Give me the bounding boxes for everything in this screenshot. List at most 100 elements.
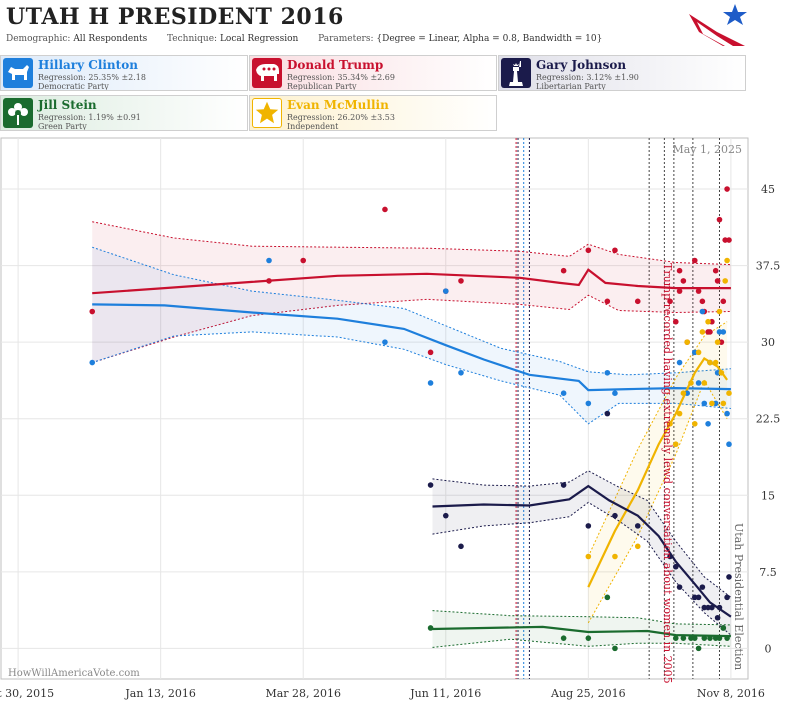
poll-point [720,400,727,407]
polling-chart: 45 37.5 30 22.5 15 7.5 0 Oct 30, 2015 Jan 13, 20… [0,137,781,700]
candidate-party: Libertarian Party [536,82,606,91]
poll-point [701,400,708,407]
poll-point [604,298,611,305]
candidate-card-stein[interactable]: Jill Stein Regression: 1.19% ±0.91 Green… [0,95,248,131]
x-tick-label: Jun 11, 2016 [409,687,481,700]
poll-point [724,186,730,192]
candidate-card-clinton[interactable]: Hillary Clinton Regression: 25.35% ±2.18… [0,55,248,91]
poll-point [699,298,706,305]
trend-line [92,268,731,295]
donkey-icon [3,58,33,88]
poll-point [699,584,706,590]
elephant-icon [252,58,282,88]
statue-of-liberty-icon [501,58,531,88]
poll-point [604,594,611,601]
poll-point [672,318,679,325]
poll-point [707,329,713,335]
poll-point [442,288,449,294]
poll-point [458,369,464,376]
trend-line [432,484,732,618]
star-icon [252,98,282,128]
poll-point [724,635,730,641]
upper-bound-line [432,610,731,626]
poll-point [712,267,719,274]
poll-point [585,523,592,529]
poll-point [684,339,690,345]
poll-point [699,308,706,315]
poll-point [712,359,719,366]
confidence-band [432,610,731,648]
site-logo-icon[interactable] [683,2,751,48]
confidence-band [432,470,731,636]
poll-point [89,359,96,366]
poll-point [560,267,567,274]
candidate-name: Donald Trump [287,58,384,72]
poll-point [676,359,683,366]
poll-point [691,635,698,641]
poll-point [701,635,708,641]
poll-point [726,441,732,448]
poll-point [705,421,711,427]
poll-point [709,400,715,407]
parameters-value: {Degree = Linear, Alpha = 0.8, Bandwidth… [376,34,603,44]
demographic-value: All Respondents [73,34,148,44]
trend-line [92,303,731,392]
candidate-regression: Regression: 3.12% ±1.90 [536,73,639,82]
poll-point [714,339,721,345]
poll-point [688,380,694,386]
poll-point [716,635,723,641]
event-label: Trump recorded having extremely lewd con… [661,263,674,684]
poll-point [676,267,683,274]
poll-point [442,512,449,519]
candidate-name: Evan McMullin [287,98,389,112]
x-tick-label: Mar 28, 2016 [265,687,341,700]
poll-point [726,574,732,580]
poll-point [89,308,96,315]
poll-point [724,594,730,601]
confidence-band [588,321,728,623]
poll-point [714,278,721,284]
poll-point [720,329,727,335]
poll-point [458,543,464,550]
poll-point [612,390,618,396]
poll-point [560,635,567,641]
parameters-label: Parameters: [318,34,374,44]
poll-point [560,390,567,396]
technique-label: Technique: [167,34,218,44]
poll-point [458,278,464,284]
poll-point [612,247,618,254]
x-tick-label: Aug 25, 2016 [550,687,626,700]
poll-point [612,512,618,519]
poll-point [726,237,732,243]
candidate-card-johnson[interactable]: Gary Johnson Regression: 3.12% ±1.90 Lib… [498,55,746,91]
candidate-party: Democratic Party [38,82,109,91]
poll-point [585,635,592,641]
poll-point [680,635,687,641]
y-tick-label: 37.5 [756,260,781,273]
trend-line [587,357,728,588]
candidate-card-mcmullin[interactable]: Evan McMullin Regression: 26.20% ±3.53 I… [249,95,497,131]
poll-point [726,390,732,396]
x-tick-label: Jan 13, 2016 [124,687,196,700]
candidate-regression: Regression: 26.20% ±3.53 [287,113,395,122]
poll-point [720,625,727,631]
page-title: UTAH H PRESIDENT 2016 [6,4,344,30]
upper-bound-line [92,221,731,266]
poll-point [705,318,711,325]
poll-point [672,441,679,448]
candidate-card-trump[interactable]: Donald Trump Regression: 35.34% ±2.69 Re… [249,55,497,91]
poll-point [716,604,723,611]
poll-point [266,257,272,264]
poll-point [634,298,641,305]
poll-point [604,410,611,417]
demographic-label: Demographic: [6,34,71,44]
poll-point [707,635,713,641]
chart-header: UTAH H PRESIDENT 2016 Demographic: All R… [0,0,751,50]
lower-bound-line [432,638,731,648]
poll-point [634,523,641,529]
poll-point [724,257,730,264]
poll-point [672,635,679,641]
y-tick-label: 45 [761,183,775,196]
flower-icon [3,98,33,128]
poll-point [585,400,592,407]
